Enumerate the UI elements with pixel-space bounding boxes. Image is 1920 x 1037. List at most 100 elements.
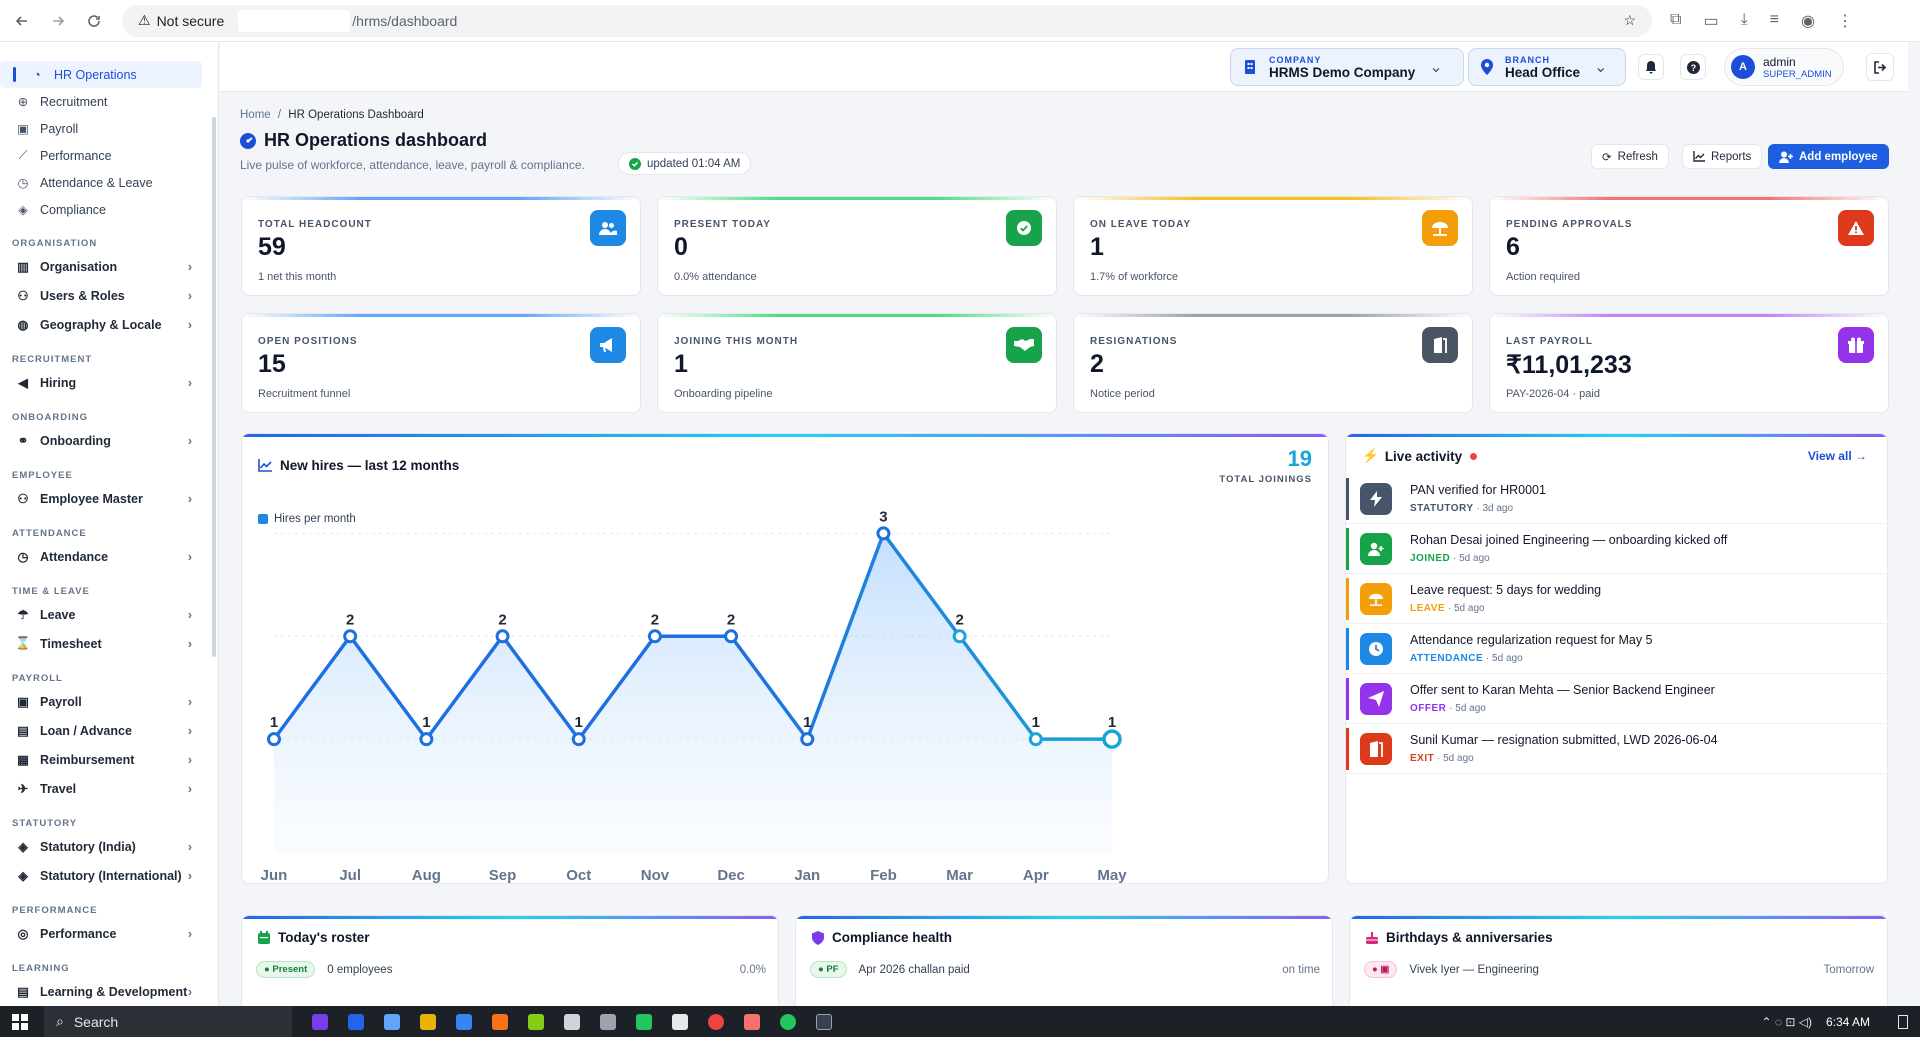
reports-button[interactable]: Reports <box>1682 144 1763 169</box>
sidebar-group-timesheet[interactable]: ⌛ Timesheet › <box>0 629 218 658</box>
app-icon[interactable] <box>744 1013 760 1030</box>
calendar-icon <box>258 931 270 944</box>
app-icon[interactable] <box>384 1013 400 1030</box>
chevron-right-icon: › <box>187 636 192 651</box>
avatar: A <box>1731 55 1755 79</box>
sidebar-item-label: Recruitment <box>40 94 108 109</box>
company-selector[interactable]: COMPANY HRMS Demo Company ⌄ <box>1230 48 1464 86</box>
taskbar-search[interactable]: ⌕ Search <box>44 1006 292 1037</box>
stat-card-on-leave-today[interactable]: ON LEAVE TODAY 1 1.7% of workforce <box>1073 196 1473 296</box>
sidebar-item-hr-operations[interactable]: ◔ HR Operations <box>0 61 202 88</box>
sidebar-item-recruitment[interactable]: ⊕ Recruitment <box>0 88 218 115</box>
download-icon[interactable]: ⤓ <box>1740 10 1748 28</box>
app-icon[interactable] <box>312 1013 328 1030</box>
sidebar-group-learning-development[interactable]: ▤ Learning & Development › <box>0 977 218 1006</box>
data-point[interactable] <box>495 629 510 644</box>
stat-sub: Onboarding pipeline <box>674 388 773 400</box>
forward-icon[interactable] <box>44 7 72 35</box>
sidebar-group-users-roles[interactable]: ⚇ Users & Roles › <box>0 281 218 310</box>
sidebar-group-statutory-india-[interactable]: ◈ Statutory (India) › <box>0 832 218 861</box>
activity-item[interactable]: Leave request: 5 days for wedding LEAVE ·… <box>1346 574 1886 624</box>
activity-item[interactable]: Offer sent to Karan Mehta — Senior Backe… <box>1346 674 1886 724</box>
stat-card-pending-approvals[interactable]: PENDING APPROVALS 6 Action required <box>1489 196 1889 296</box>
data-point[interactable] <box>876 526 891 541</box>
stat-card-resignations[interactable]: RESIGNATIONS 2 Notice period <box>1073 313 1473 413</box>
branch-selector[interactable]: BRANCH Head Office ⌄ <box>1468 48 1626 86</box>
sidebar-item-performance[interactable]: ⟋ Performance <box>0 142 218 169</box>
reload-icon[interactable] <box>80 7 108 35</box>
sidebar-group-organisation[interactable]: ▥ Organisation › <box>0 252 218 281</box>
user-menu[interactable]: A admin SUPER_ADMIN <box>1724 48 1844 86</box>
app-icon[interactable] <box>600 1013 616 1030</box>
activity-item[interactable]: Rohan Desai joined Engineering — onboard… <box>1346 524 1886 574</box>
sidebar-item-payroll[interactable]: ▣ Payroll <box>0 115 218 142</box>
birthday-pill: ● ▣ <box>1364 961 1398 978</box>
app-icon[interactable] <box>528 1013 544 1030</box>
data-label: 1 <box>270 714 278 731</box>
stat-card-last-payroll[interactable]: LAST PAYROLL ₹11,01,233 PAY-2026-04 · paid <box>1489 313 1889 413</box>
app-icon[interactable] <box>492 1013 508 1030</box>
sidebar-item-attendance-leave[interactable]: ◷ Attendance & Leave <box>0 169 218 196</box>
sidebar-group-reimbursement[interactable]: ▦ Reimbursement › <box>0 745 218 774</box>
tray-icons[interactable]: ⌃ ◌ ⊡ ◁) <box>1761 1014 1812 1029</box>
back-icon[interactable] <box>8 7 36 35</box>
sidebar-group-leave[interactable]: ☂ Leave › <box>0 600 218 629</box>
sidebar-group-travel[interactable]: ✈ Travel › <box>0 774 218 803</box>
address-bar[interactable]: ⚠ Not secure /hrms/dashboard ☆ <box>122 4 1652 37</box>
data-point[interactable] <box>343 629 358 644</box>
data-point[interactable] <box>647 629 662 644</box>
activity-item[interactable]: PAN verified for HR0001 STATUTORY · 3d ag… <box>1346 474 1886 524</box>
sidebar-item-compliance[interactable]: ◈ Compliance <box>0 196 218 223</box>
sidebar-group-geography-locale[interactable]: ◍ Geography & Locale › <box>0 310 218 339</box>
chevron-right-icon: › <box>187 375 192 390</box>
refresh-button[interactable]: ⟳ Refresh <box>1591 144 1669 169</box>
data-point[interactable] <box>800 732 815 747</box>
windows-start-icon[interactable] <box>12 1013 28 1030</box>
sidebar-group-employee-master[interactable]: ⚇ Employee Master › <box>0 484 218 513</box>
activity-item[interactable]: Attendance regularization request for Ma… <box>1346 624 1886 674</box>
app-icon[interactable] <box>564 1013 580 1030</box>
chrome-icon[interactable] <box>708 1013 724 1030</box>
folder-icon[interactable] <box>420 1013 436 1030</box>
sidebar-group-statutory-international-[interactable]: ◈ Statutory (International) › <box>0 861 218 890</box>
data-point[interactable] <box>1028 732 1043 747</box>
data-point[interactable] <box>724 629 739 644</box>
reading-list-icon[interactable]: ≡ <box>1769 10 1779 28</box>
sidebar-group-attendance[interactable]: ◷ Attendance › <box>0 542 218 571</box>
view-all-link[interactable]: View all → <box>1807 449 1867 463</box>
stat-card-joining-this-month[interactable]: JOINING THIS MONTH 1 Onboarding pipeline <box>657 313 1057 413</box>
chevron-right-icon: › <box>187 752 192 767</box>
extension-icon[interactable]: ⧉ <box>1670 10 1682 28</box>
data-point[interactable] <box>952 629 967 644</box>
stat-card-present-today[interactable]: PRESENT TODAY 0 0.0% attendance <box>657 196 1057 296</box>
sidebar-scrollbar[interactable] <box>212 117 216 657</box>
app-icon[interactable] <box>456 1013 472 1030</box>
data-point[interactable] <box>267 732 281 747</box>
notifications-bell-icon[interactable] <box>1638 54 1664 80</box>
sidebar-group-performance[interactable]: ◎ Performance › <box>0 919 218 948</box>
data-point[interactable] <box>1102 729 1122 749</box>
breadcrumb-home[interactable]: Home <box>240 109 271 121</box>
notification-center-icon[interactable] <box>1898 1014 1908 1029</box>
app-icon[interactable] <box>780 1013 796 1030</box>
sidebar-group-onboarding[interactable]: ⚭ Onboarding › <box>0 426 218 455</box>
bookmark-star-icon[interactable]: ☆ <box>1623 12 1636 28</box>
sidebar-group-loan-advance[interactable]: ▤ Loan / Advance › <box>0 716 218 745</box>
data-point[interactable] <box>419 732 434 747</box>
app-icon[interactable] <box>636 1013 652 1030</box>
terminal-icon[interactable] <box>816 1013 832 1030</box>
logout-icon[interactable] <box>1866 53 1894 81</box>
stat-card-open-positions[interactable]: OPEN POSITIONS 15 Recruitment funnel <box>241 313 641 413</box>
menu-icon[interactable]: ⋮ <box>1836 12 1853 30</box>
add-employee-button[interactable]: Add employee <box>1768 144 1889 169</box>
sidebar-group-payroll[interactable]: ▣ Payroll › <box>0 687 218 716</box>
cast-icon[interactable]: ▭ <box>1703 12 1719 30</box>
profile-icon[interactable]: ◉ <box>1800 12 1815 30</box>
data-point[interactable] <box>571 732 586 747</box>
app-icon[interactable] <box>672 1013 688 1030</box>
sidebar-group-hiring[interactable]: ◀ Hiring › <box>0 368 218 397</box>
activity-item[interactable]: Sunil Kumar — resignation submitted, LWD… <box>1346 724 1886 774</box>
help-icon[interactable]: ? <box>1680 54 1706 80</box>
stat-card-total-headcount[interactable]: TOTAL HEADCOUNT 59 1 net this month <box>241 196 641 296</box>
vscode-icon[interactable] <box>348 1013 364 1030</box>
